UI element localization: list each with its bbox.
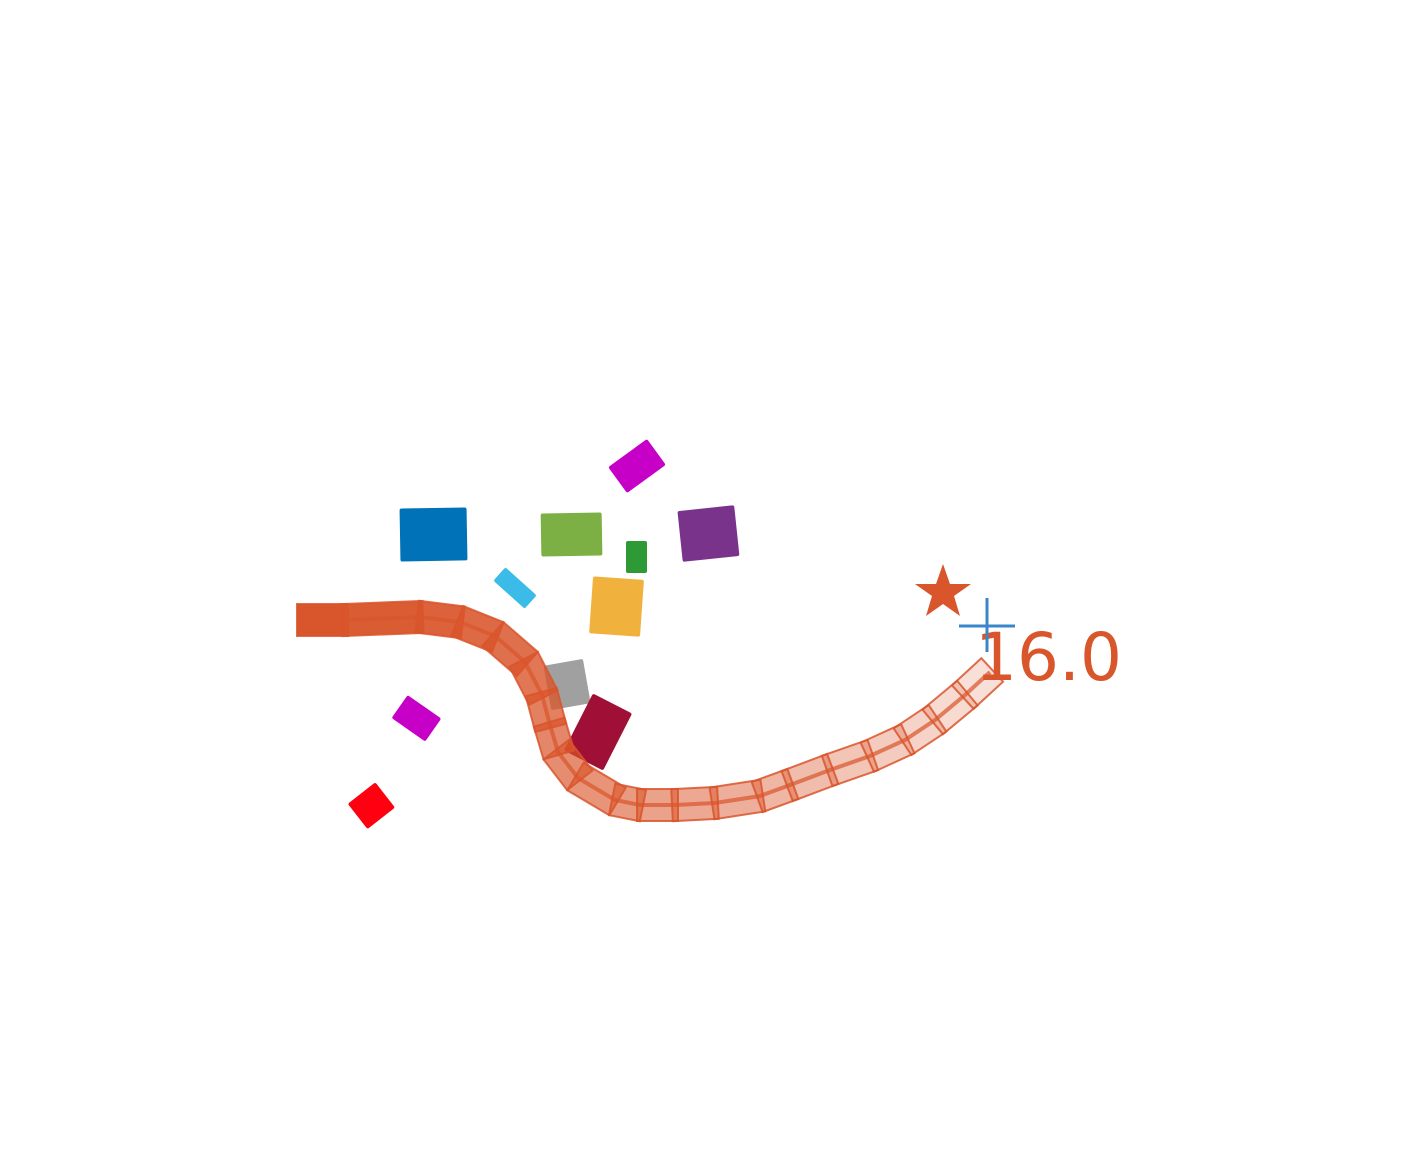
- trajectory-segments: [296, 599, 1005, 823]
- crimson-block: [564, 694, 632, 770]
- trajectory-segment: [780, 752, 840, 803]
- trajectory-label: 16.0: [975, 619, 1122, 696]
- trajectory-segment: [750, 767, 800, 814]
- purple-block: [677, 505, 740, 562]
- trajectory-segment: [892, 703, 948, 757]
- trajectory-segment: [921, 679, 980, 736]
- light-blue-block: [494, 568, 536, 608]
- obstacles-layer: [348, 439, 740, 829]
- crosshair-icon: [959, 598, 1015, 652]
- trajectory-segment: [950, 656, 1005, 711]
- magenta-block-top: [608, 439, 666, 493]
- small-green-block: [626, 541, 647, 573]
- red-block: [348, 783, 395, 829]
- trajectory-path: [296, 599, 1005, 823]
- trajectory-segment: [340, 599, 425, 638]
- blue-block: [399, 507, 468, 562]
- trajectory-segment: [296, 603, 349, 637]
- star-icon: [915, 564, 971, 616]
- trajectory-segment: [708, 778, 767, 821]
- trajectory-segment: [670, 785, 720, 823]
- trajectory-segment: [859, 722, 916, 774]
- magenta-block-left: [392, 695, 441, 741]
- green-block: [540, 512, 603, 557]
- orange-block: [589, 576, 644, 637]
